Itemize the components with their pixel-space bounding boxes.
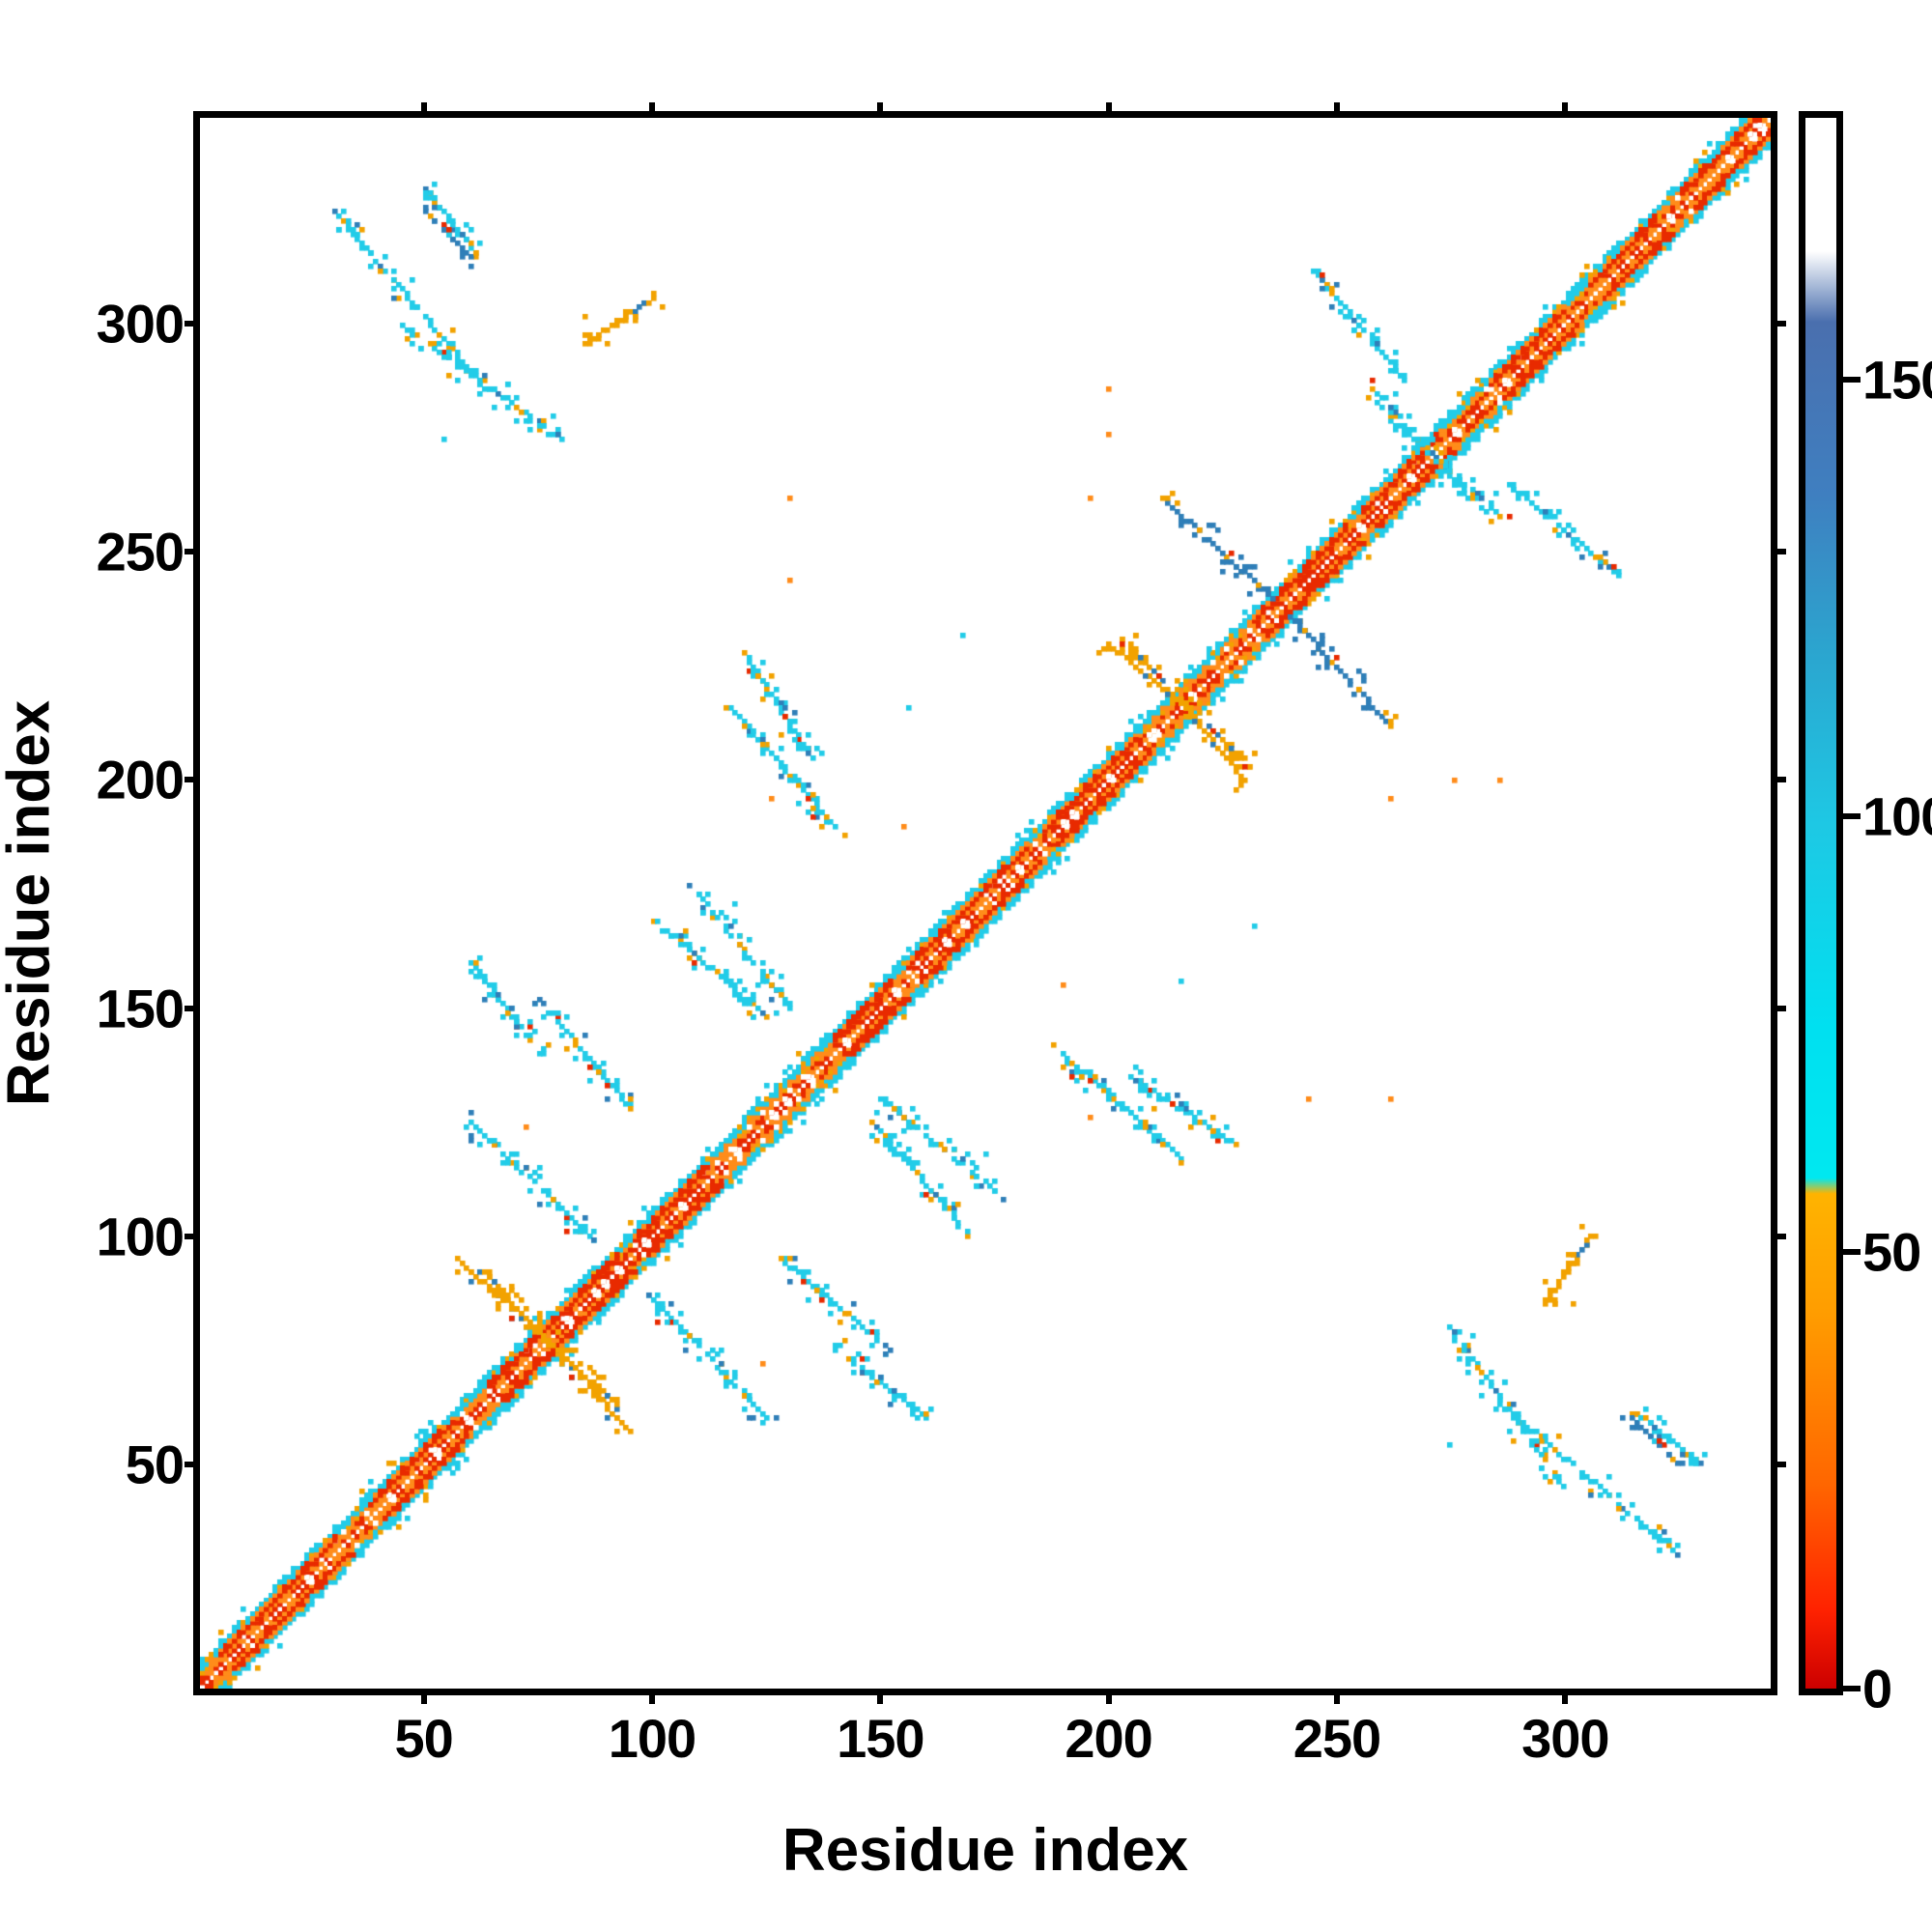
x-tick-50: [420, 1689, 427, 1704]
x-tick-150: [877, 1689, 884, 1704]
colorbar-tick-label-0: 0: [1862, 1658, 1892, 1719]
y-tick-250: [185, 549, 200, 555]
y-tick-right-250: [1771, 549, 1786, 555]
y-tick-label-50: 50: [125, 1434, 185, 1495]
x-tick-top-150: [877, 102, 884, 118]
y-tick-200: [185, 777, 200, 783]
x-tick-top-100: [648, 102, 655, 118]
y-tick-right-150: [1771, 1005, 1786, 1011]
x-tick-label-150: 150: [837, 1708, 924, 1769]
x-axis-title: Residue index: [781, 1817, 1189, 1884]
y-tick-right-300: [1771, 320, 1786, 327]
y-tick-150: [185, 1005, 200, 1011]
plot-area: [185, 102, 1786, 1704]
x-tick-top-200: [1105, 102, 1112, 118]
y-tick-label-100: 100: [96, 1206, 185, 1267]
x-tick-label-100: 100: [608, 1708, 696, 1769]
y-tick-300: [185, 320, 200, 327]
x-tick-top-300: [1562, 102, 1569, 118]
colorbar-tick-100: [1843, 812, 1861, 819]
colorbar-tick-0: [1843, 1686, 1861, 1691]
x-tick-300: [1562, 1689, 1569, 1704]
x-tick-200: [1105, 1689, 1112, 1704]
colorbar-tick-50: [1843, 1249, 1861, 1256]
colorbar: 0 50 100 150: [1799, 111, 1932, 1719]
y-tick-right-50: [1771, 1462, 1786, 1468]
colorbar-tick-label-100: 100: [1862, 785, 1932, 847]
y-axis-title: Residue index: [0, 699, 63, 1107]
x-tick-label-50: 50: [394, 1708, 453, 1769]
y-tick-right-200: [1771, 777, 1786, 783]
y-tick-label-300: 300: [96, 293, 185, 355]
x-tick-label-200: 200: [1065, 1708, 1152, 1769]
y-tick-label-150: 150: [96, 978, 185, 1039]
y-tick-label-250: 250: [96, 521, 185, 582]
x-tick-top-50: [420, 102, 427, 118]
x-tick-label-300: 300: [1521, 1708, 1609, 1769]
y-tick-100: [185, 1234, 200, 1240]
x-tick-top-250: [1333, 102, 1340, 118]
contact-map-heatmap: [200, 118, 1771, 1689]
colorbar-tick-150: [1843, 377, 1861, 383]
x-tick-250: [1333, 1689, 1340, 1704]
y-tick-right-100: [1771, 1234, 1786, 1240]
x-tick-label-250: 250: [1293, 1708, 1381, 1769]
colorbar-tick-label-50: 50: [1862, 1221, 1921, 1283]
colorbar-gradient: [1799, 111, 1843, 1695]
colorbar-tick-label-150: 150: [1862, 349, 1932, 411]
y-tick-50: [185, 1462, 200, 1468]
x-tick-100: [648, 1689, 655, 1704]
y-tick-label-200: 200: [96, 749, 185, 810]
